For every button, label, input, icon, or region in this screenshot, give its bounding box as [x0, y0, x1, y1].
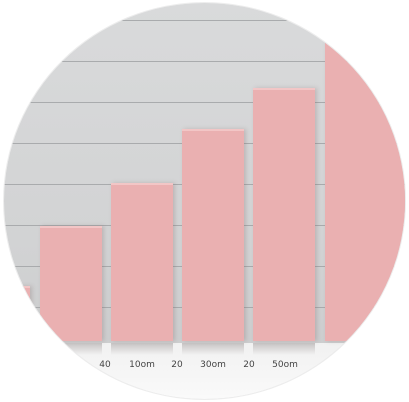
tick-label: 10om	[129, 360, 155, 370]
bar-partial-left	[4, 286, 30, 341]
gridline	[4, 102, 405, 103]
tick-label: 40	[99, 360, 111, 370]
tick-label: 30om	[200, 360, 226, 370]
bar-shadow	[40, 343, 102, 355]
tick-label: 20	[171, 360, 183, 370]
bar	[40, 226, 102, 341]
chart-photo: 40 10om 20 30om 20 50om	[4, 3, 405, 399]
bar-shadow	[111, 343, 173, 355]
bar	[111, 183, 173, 341]
gridline	[4, 61, 405, 62]
gridline	[4, 20, 405, 21]
bar	[182, 129, 244, 341]
tick-label: 50om	[272, 360, 298, 370]
chart-floor	[4, 343, 405, 399]
bar-partial-right	[325, 3, 405, 341]
bar-shadow	[253, 343, 315, 355]
tick-label: 20	[243, 360, 255, 370]
bar	[253, 88, 315, 341]
bar-shadow	[182, 343, 244, 355]
